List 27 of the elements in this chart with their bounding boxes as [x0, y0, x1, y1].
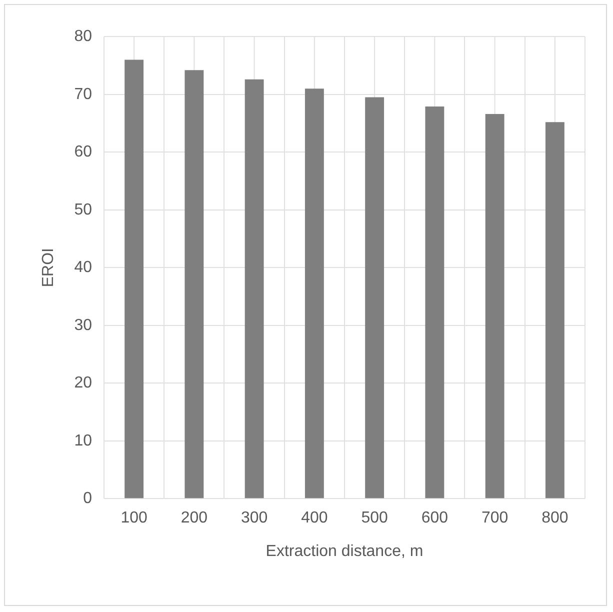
x-tick-label: 100 — [120, 510, 148, 527]
y-tick-label: 70 — [74, 86, 92, 103]
x-tick-label: 700 — [481, 510, 508, 527]
y-tick-label: 80 — [74, 28, 92, 46]
bar — [425, 106, 444, 498]
bar — [304, 88, 324, 498]
x-tick-label: 300 — [240, 510, 268, 527]
bar — [545, 122, 564, 498]
y-tick-label: 0 — [83, 490, 92, 508]
y-axis-title: EROI — [40, 248, 58, 288]
bar — [124, 60, 144, 498]
bar — [365, 97, 384, 498]
y-tick-label: 50 — [74, 201, 92, 218]
bar — [184, 70, 204, 498]
x-tick-label: 800 — [542, 510, 568, 527]
x-tick-label: 400 — [301, 510, 328, 527]
bar — [485, 114, 504, 498]
y-tick-label: 30 — [74, 316, 92, 334]
y-tick-label: 20 — [74, 374, 92, 392]
y-tick-label: 60 — [74, 144, 92, 161]
y-tick-label: 40 — [74, 259, 92, 276]
y-tick-label: 10 — [74, 432, 92, 450]
x-tick-label: 500 — [361, 510, 388, 527]
x-tick-label: 600 — [421, 510, 448, 527]
x-tick-label: 200 — [180, 510, 208, 527]
x-axis-title: Extraction distance, m — [266, 542, 424, 560]
bar — [244, 79, 264, 498]
